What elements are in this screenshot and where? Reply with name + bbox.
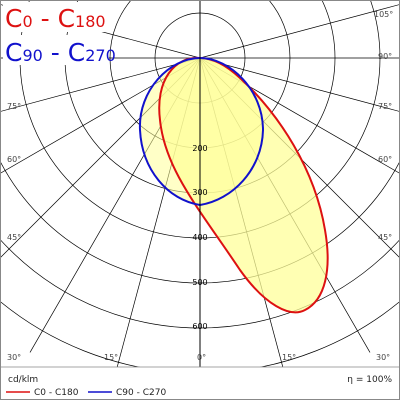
angle-label-left-30: 30° (7, 353, 21, 362)
title-red-b: 180 (75, 12, 106, 31)
series-title-c0-c180: C0 - C180 (3, 2, 109, 33)
legend: C0 - C180 C90 - C270 (6, 388, 166, 398)
radial-label-200: 200 (192, 144, 207, 153)
title-red-a: 0 (22, 12, 32, 31)
angle-label-right-60: 60° (378, 155, 392, 164)
grid-spoke (1, 57, 201, 174)
radial-label-300: 300 (192, 188, 207, 197)
angle-label-right-105: 105° (374, 10, 393, 19)
angle-labels-left: 75° 60° 45° 30° 15° (7, 102, 118, 362)
title-bg (3, 2, 109, 32)
series-c90-c270-fill (139, 58, 263, 205)
title-c90-c270-text: C90 - C270 (5, 38, 116, 67)
angle-label-left-45: 45° (7, 233, 21, 242)
title-red-sep: - C (33, 4, 75, 33)
angle-label-right-30: 30° (376, 353, 390, 362)
title-blue-b: 270 (85, 46, 116, 65)
title-blue-a: 90 (22, 46, 42, 65)
radial-label-600: 600 (192, 322, 207, 331)
series-title-c90-c270: C90 - C270 (3, 35, 116, 67)
legend-label-c0-c180: C0 - C180 (34, 388, 79, 398)
radial-label-500: 500 (192, 278, 207, 287)
angle-label-left-75: 75° (7, 102, 21, 111)
angle-label-right-90: 90° (378, 52, 392, 61)
grid-spoke (1, 57, 201, 112)
efficiency-label: η = 100% (347, 375, 392, 385)
radial-label-400: 400 (192, 233, 207, 242)
title-blue-sep: - C (43, 38, 85, 67)
title-red-prefix: C (5, 4, 22, 33)
title-c0-c180-text: C0 - C180 (5, 4, 106, 33)
title-blue-prefix: C (5, 38, 22, 67)
series-c0-c180-line (158, 56, 329, 314)
angle-label-right-75: 75° (378, 102, 392, 111)
angle-label-right-45: 45° (378, 233, 392, 242)
angle-label-left-60: 60° (7, 155, 21, 164)
unit-label: cd/klm (8, 375, 38, 385)
angle-labels-right: 105° 90° 75° 60° 45° 30° 15° (282, 10, 393, 362)
angle-label-right-15: 15° (282, 353, 296, 362)
legend-label-c90-c270: C90 - C270 (116, 388, 166, 398)
grid-spoke (199, 57, 399, 112)
angle-label-left-15: 15° (104, 353, 118, 362)
title-bg (3, 35, 109, 65)
radial-labels: 200 300 400 500 600 (192, 144, 207, 331)
angle-label-0: 0° (197, 353, 206, 362)
grid-spoke (199, 4, 399, 59)
